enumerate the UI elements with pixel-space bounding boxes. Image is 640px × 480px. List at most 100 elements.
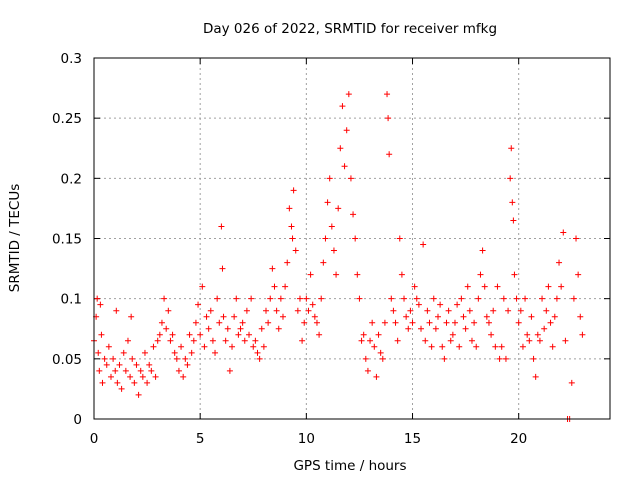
data-point (203, 313, 210, 320)
data-point (231, 313, 238, 320)
y-axis-label: SRMTID / TECUs (7, 184, 23, 292)
data-point (161, 295, 168, 302)
y-tick-label: 0.1 (61, 292, 82, 308)
data-point (131, 379, 138, 386)
data-point (171, 349, 178, 356)
data-point (128, 313, 135, 320)
data-point (137, 367, 144, 374)
data-point (426, 319, 433, 326)
y-tick-label: 0.15 (52, 232, 82, 248)
data-point (375, 331, 382, 338)
data-point (107, 373, 114, 380)
data-point (479, 247, 486, 254)
plot-frame (93, 57, 611, 420)
data-point (235, 331, 242, 338)
data-point (163, 325, 170, 332)
data-point (388, 295, 395, 302)
data-point (197, 331, 204, 338)
data-point (490, 307, 497, 314)
data-point (167, 337, 174, 344)
data-point (522, 295, 529, 302)
x-tick-label: 20 (510, 431, 527, 447)
data-point (118, 385, 125, 392)
data-point (99, 379, 106, 386)
data-point (322, 235, 329, 242)
data-point (222, 337, 229, 344)
data-point (396, 235, 403, 242)
data-point (407, 307, 414, 314)
data-point (311, 313, 318, 320)
data-point (384, 91, 391, 98)
data-point (110, 355, 117, 362)
data-point (263, 307, 269, 314)
data-point (96, 367, 103, 374)
data-point (124, 337, 131, 344)
data-point (112, 367, 119, 374)
data-point (139, 373, 146, 380)
data-point (260, 343, 267, 350)
data-point (560, 229, 567, 236)
data-point (432, 325, 439, 332)
data-point (226, 367, 233, 374)
x-tick-label: 15 (404, 431, 421, 447)
data-point (265, 319, 272, 326)
data-point (216, 319, 223, 326)
data-point (188, 349, 195, 356)
data-point (441, 355, 448, 362)
data-point (498, 343, 505, 350)
data-point (385, 115, 392, 122)
data-point (367, 337, 374, 344)
data-point (371, 343, 378, 350)
data-point (146, 361, 153, 368)
data-point (248, 295, 255, 302)
data-point (445, 307, 452, 314)
data-point (466, 307, 473, 314)
data-point (113, 307, 120, 314)
data-point (492, 343, 499, 350)
data-point (246, 331, 253, 338)
data-point (543, 307, 550, 314)
data-point (500, 295, 507, 302)
data-point (243, 307, 250, 314)
data-point (379, 355, 386, 362)
data-point (362, 355, 369, 362)
data-point (178, 343, 185, 350)
data-point (411, 283, 418, 290)
data-point (307, 271, 314, 278)
data-point (267, 295, 274, 302)
data-point (369, 319, 376, 326)
data-point (424, 307, 431, 314)
data-point (275, 325, 282, 332)
data-point (488, 331, 495, 338)
data-point (296, 295, 303, 302)
data-point (186, 331, 193, 338)
data-point (551, 313, 558, 320)
data-point (318, 295, 325, 302)
data-point (449, 331, 456, 338)
data-point (462, 325, 469, 332)
data-point (541, 325, 548, 332)
data-point (556, 259, 563, 266)
data-point (212, 349, 219, 356)
data-point (347, 175, 354, 182)
data-point (277, 295, 284, 302)
data-point (165, 307, 172, 314)
data-point (116, 361, 123, 368)
data-point (122, 367, 129, 374)
data-point (418, 325, 425, 332)
data-point (301, 319, 308, 326)
data-point (269, 265, 276, 272)
data-point (207, 307, 214, 314)
data-point (219, 265, 226, 272)
data-point (508, 145, 515, 152)
data-point (568, 379, 575, 386)
data-point (290, 187, 297, 194)
x-tick-label: 5 (196, 431, 205, 447)
data-point (364, 367, 371, 374)
data-point (451, 319, 458, 326)
data-point (354, 271, 361, 278)
data-point (175, 367, 182, 374)
x-tick-label: 10 (298, 431, 315, 447)
data-point (239, 319, 246, 326)
data-point (229, 343, 236, 350)
